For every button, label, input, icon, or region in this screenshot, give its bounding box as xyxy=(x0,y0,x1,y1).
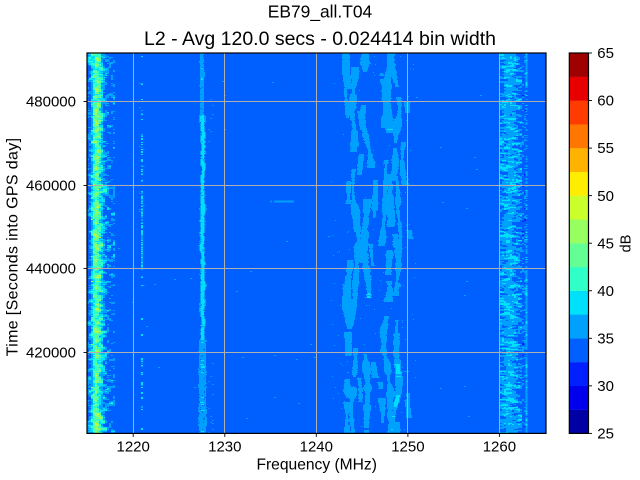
svg-text:40: 40 xyxy=(597,283,614,300)
svg-text:55: 55 xyxy=(597,140,614,157)
svg-text:420000: 420000 xyxy=(26,345,76,362)
svg-text:35: 35 xyxy=(597,330,614,347)
svg-text:1250: 1250 xyxy=(391,439,424,456)
svg-text:440000: 440000 xyxy=(26,261,76,278)
svg-text:25: 25 xyxy=(597,426,614,443)
svg-text:dB: dB xyxy=(619,235,635,253)
svg-text:480000: 480000 xyxy=(26,94,76,111)
svg-text:60: 60 xyxy=(597,93,614,110)
svg-text:1230: 1230 xyxy=(208,439,241,456)
svg-text:1240: 1240 xyxy=(300,439,333,456)
svg-text:1260: 1260 xyxy=(483,439,516,456)
svg-text:Frequency (MHz): Frequency (MHz) xyxy=(256,456,376,473)
svg-text:65: 65 xyxy=(597,45,614,62)
svg-text:30: 30 xyxy=(597,378,614,395)
svg-text:L2 - Avg 120.0 secs - 0.024414: L2 - Avg 120.0 secs - 0.024414 bin width xyxy=(144,28,496,50)
svg-text:50: 50 xyxy=(597,188,614,205)
svg-text:45: 45 xyxy=(597,235,614,252)
svg-text:EB79_all.T04: EB79_all.T04 xyxy=(268,2,373,22)
svg-text:460000: 460000 xyxy=(26,178,76,195)
svg-text:1220: 1220 xyxy=(117,439,150,456)
svg-text:Time [Seconds into GPS day]: Time [Seconds into GPS day] xyxy=(5,138,22,357)
